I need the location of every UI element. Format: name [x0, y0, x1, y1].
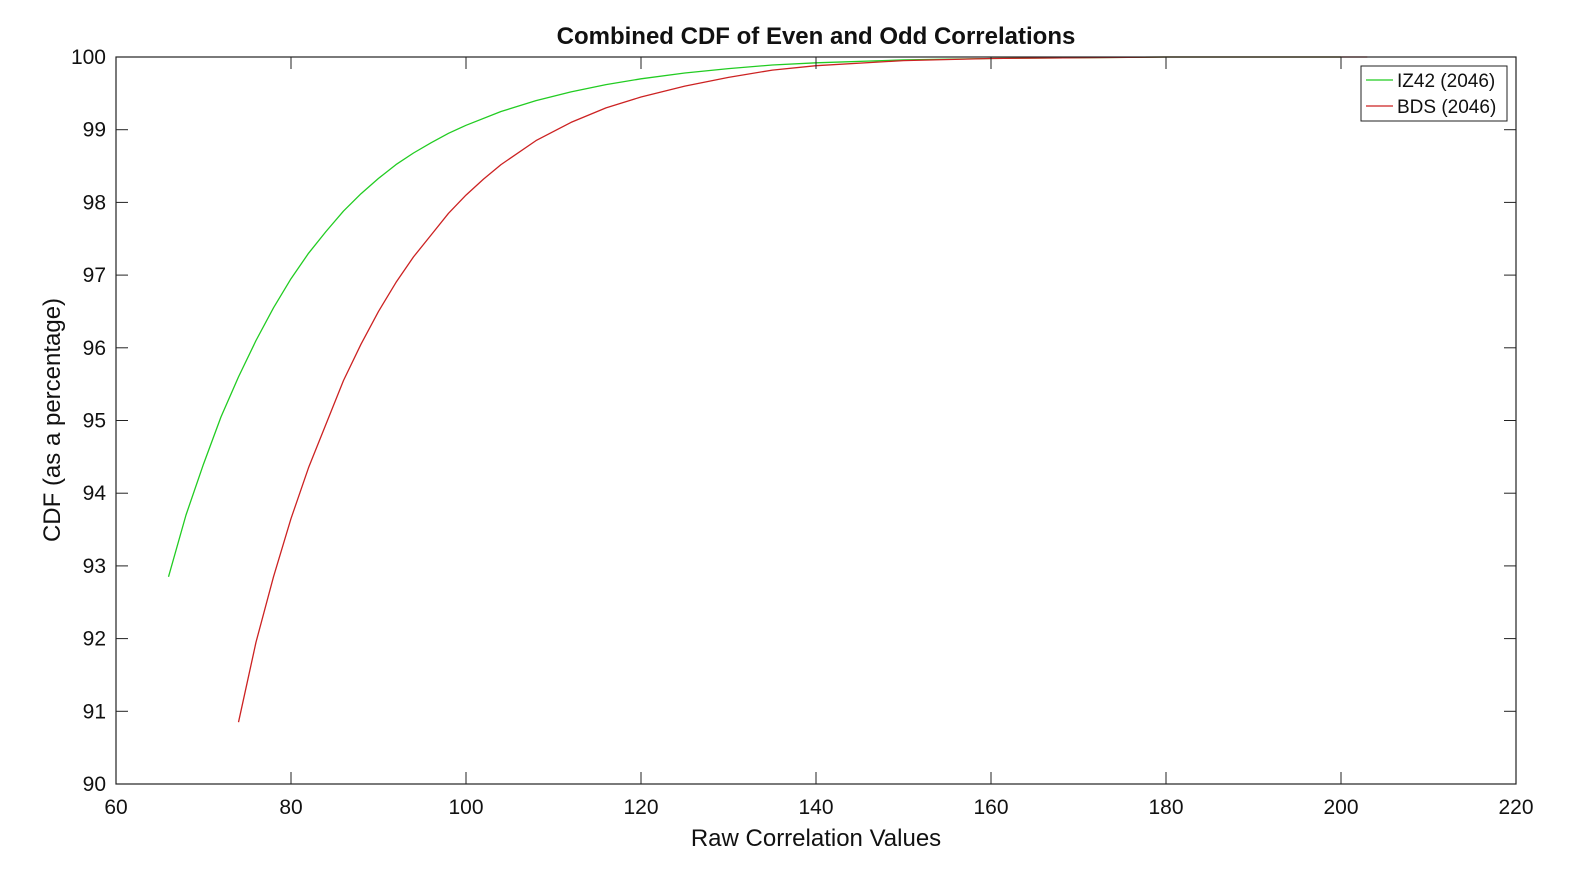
y-tick-label: 97 — [83, 264, 106, 287]
series-line-bds — [237, 56, 1368, 723]
plot-area — [116, 57, 1516, 784]
x-tick-label: 140 — [798, 796, 833, 819]
y-tick-label: 99 — [83, 119, 106, 142]
legend: IZ42 (2046) BDS (2046) — [1360, 65, 1508, 122]
y-tick-label: 98 — [83, 191, 106, 214]
y-tick-label: 92 — [83, 628, 106, 651]
y-tick-label: 91 — [83, 700, 106, 723]
y-tick-label: 94 — [83, 482, 107, 505]
chart-title: Combined CDF of Even and Odd Correlation… — [557, 23, 1076, 50]
y-tick-label: 95 — [83, 410, 106, 433]
x-tick-label: 160 — [973, 796, 1008, 819]
y-tick-label: 96 — [83, 337, 106, 360]
series-layer — [167, 56, 1368, 723]
x-tick-label: 120 — [623, 796, 658, 819]
legend-label-bds: BDS (2046) — [1397, 97, 1496, 118]
x-tick-label: 200 — [1323, 796, 1358, 819]
x-tick-label: 180 — [1148, 796, 1183, 819]
y-tick-label: 90 — [83, 773, 106, 796]
legend-box — [1360, 65, 1508, 122]
y-axis-label: CDF (as a percentage) — [39, 298, 66, 542]
series-line-iz42 — [167, 56, 1341, 577]
x-tick-label: 60 — [104, 796, 127, 819]
y-tick-label: 93 — [83, 555, 106, 578]
x-axis-label: Raw Correlation Values — [691, 825, 941, 852]
y-tick-label: 100 — [71, 46, 106, 69]
x-tick-label: 100 — [448, 796, 483, 819]
x-tick-label: 220 — [1498, 796, 1533, 819]
ticks-layer: 60 80 100 120 140 160 180 200 220 90 91 92 93 94 95 96 9… — [71, 46, 1534, 819]
x-tick-label: 80 — [279, 796, 302, 819]
legend-label-iz42: IZ42 (2046) — [1397, 71, 1495, 92]
